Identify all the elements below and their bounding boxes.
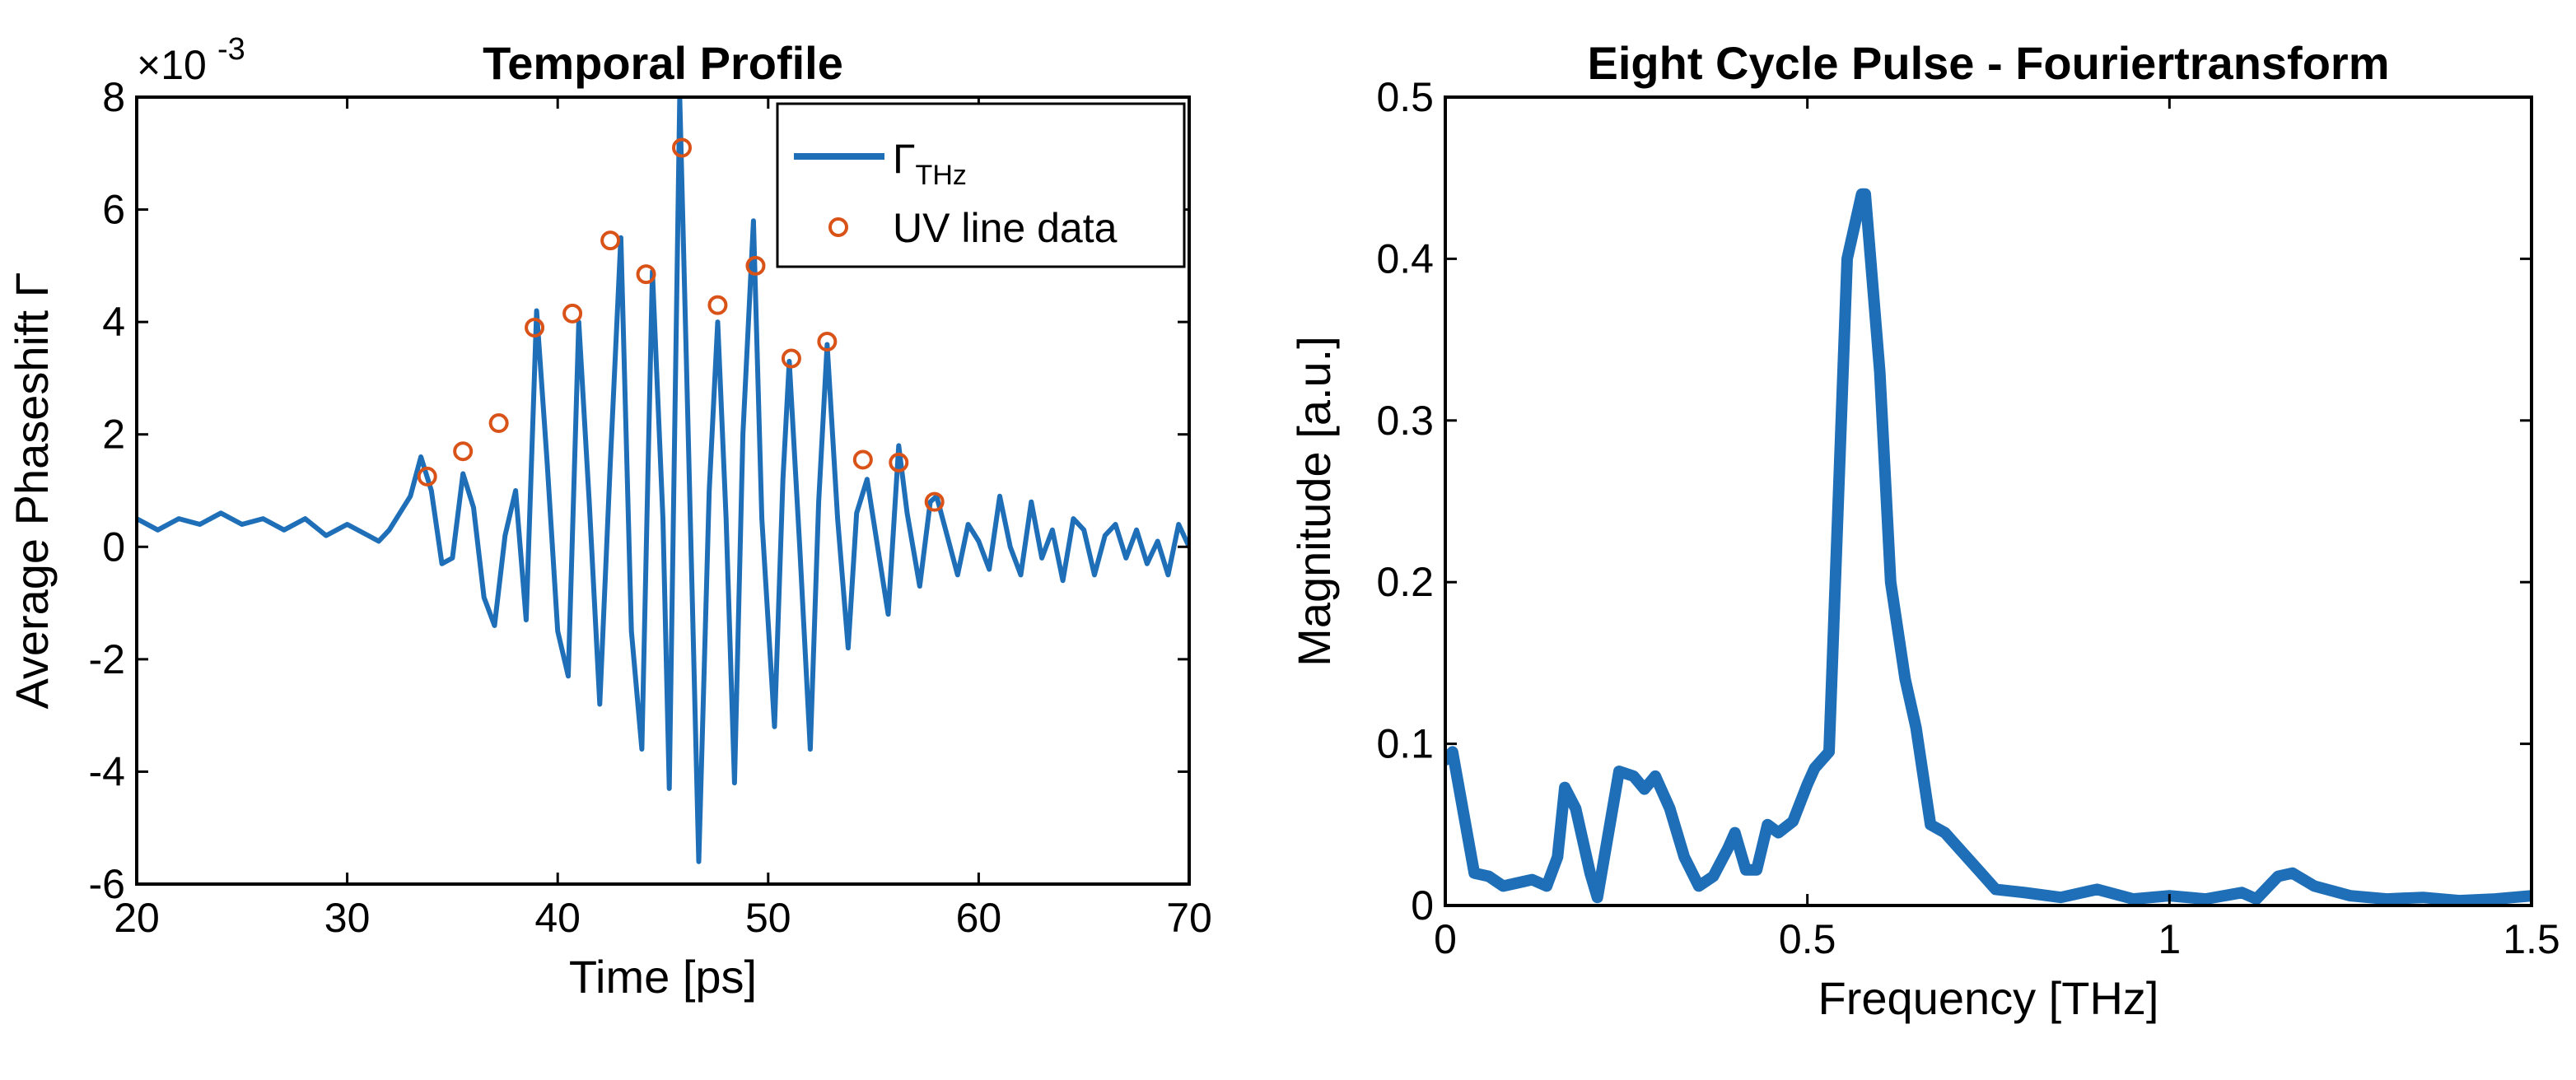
legend-entry-gamma-main: Γ [893,136,916,182]
legend-box [776,102,1186,268]
left-x-tick-label: 40 [534,895,581,941]
right-x-tick-label: 0 [1434,916,1457,962]
uv-data-point [417,466,437,486]
left-x-tick-label: 30 [324,895,371,941]
y-exponent-base: ×10 [137,42,207,88]
right-x-axis-label: Frequency [THz] [1818,972,2159,1024]
left-y-tick-label: 4 [102,299,125,345]
right-chart-title: Eight Cycle Pulse - Fouriertransform [1588,37,2390,89]
legend-entry-gamma: ΓTHz [893,136,967,191]
uv-data-point [525,317,545,338]
left-chart-title: Temporal Profile [483,37,843,89]
legend-entry-gamma-sub: THz [916,160,967,191]
left-series-line [137,97,1189,864]
right-y-tick-label: 0.3 [1376,398,1434,444]
right-x-tick-label: 0.5 [1779,916,1836,962]
uv-data-point [600,230,621,251]
right-y-axis-label: Magnitude [a.u.] [1288,336,1340,667]
legend: ΓTHz UV line data [776,102,1186,268]
y-exponent-power: -3 [217,32,245,67]
uv-data-point [781,348,801,369]
legend-entry-uv: UV line data [893,205,1118,251]
uv-data-point [707,295,728,315]
uv-data-point [672,137,693,158]
left-y-tick-label: -4 [89,748,125,794]
left-y-tick-label: -6 [89,861,125,907]
right-y-tick-label: 0.2 [1376,559,1434,605]
uv-data-point [745,255,766,276]
left-y-tick-label: 6 [102,187,125,233]
uv-data-point [924,491,945,512]
uv-data-point [889,452,909,472]
fourier-transform-chart: 0 0.5 1 1.5 0 0.1 0.2 0.3 0.4 0.5 Eight Cycle Pul… [1288,37,2560,1024]
uv-data-point [562,303,583,324]
right-y-tick-label: 0.5 [1376,74,1434,120]
left-y-tick-label: 0 [102,524,125,570]
uv-data-point [488,413,509,434]
left-x-tick-label: 70 [1166,895,1212,941]
right-axes-box [1444,95,2533,907]
left-x-tick-label: 60 [956,895,1002,941]
uv-data-point [852,449,873,470]
uv-data-point [636,264,656,285]
left-x-axis-label: Time [ps] [569,951,757,1003]
uv-data-point [817,332,838,352]
right-x-tick-label: 1.5 [2503,916,2560,962]
left-y-axis-label: Average Phaseshift Γ [6,272,58,709]
y-exponent-label: ×10 -3 [137,32,245,88]
temporal-profile-chart: 20 30 40 50 60 70 -6 -4 -2 0 2 4 6 8 Temporal Profile… [6,32,1212,1003]
right-x-tick-label: 1 [2158,916,2181,962]
left-y-tick-label: 2 [102,412,125,458]
left-axes-box [135,95,1191,886]
right-y-tick-label: 0.1 [1376,721,1434,767]
right-y-tick-label: 0 [1411,882,1434,929]
right-y-tick-label: 0.4 [1376,235,1434,282]
uv-data-point [453,441,474,462]
legend-circle-symbol [828,217,848,237]
left-x-tick-label: 50 [745,895,791,941]
left-x-tick-label: 20 [114,895,160,941]
left-y-tick-label: 8 [102,74,125,120]
right-series-line [1445,188,2532,905]
left-y-tick-label: -2 [89,636,125,682]
